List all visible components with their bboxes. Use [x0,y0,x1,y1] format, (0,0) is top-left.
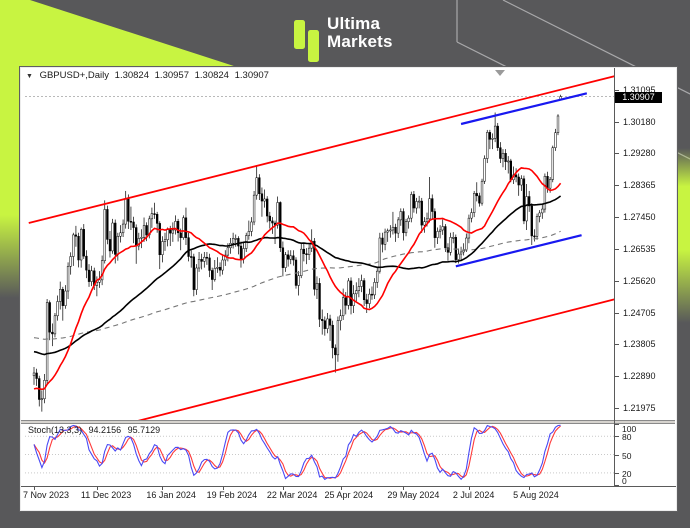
chart-symbol-timeframe: GBPUSD+,Daily [39,70,110,81]
stoch-axis-label: 100 [622,424,637,434]
price-axis-label: 1.27450 [623,212,656,223]
time-axis-label: 5 Aug 2024 [513,490,559,500]
price-axis-label: 1.30180 [623,116,656,127]
time-axis[interactable]: 7 Nov 2023 11 Dec 2023 16 Jan 2024 19 Feb 2… [21,487,676,505]
ohlc-high: 1.30957 [154,70,189,81]
axis-separator-line [614,68,615,486]
time-axis-label: 29 May 2024 [387,490,440,500]
price-axis-tick [615,185,619,187]
chart-shift-marker-icon[interactable] [495,70,505,76]
price-axis-label: 1.22890 [623,371,656,382]
price-axis-tick [615,217,619,219]
ma-long-gray [33,230,561,340]
channel-lower-red[interactable] [113,298,614,420]
price-axis-label: 1.24705 [623,307,656,318]
logo-icon [292,13,324,63]
time-axis-label: 7 Nov 2023 [23,490,70,500]
time-axis-tick [403,487,405,490]
price-axis-label: 1.25620 [623,275,656,286]
stoch-axis-tick [615,454,619,456]
time-axis-tick [222,487,224,490]
time-axis-tick [34,487,35,490]
time-axis-tick [96,487,98,490]
price-axis-tick [615,90,619,91]
time-axis-tick [529,487,531,490]
stoch-value-d: 95.7129 [127,425,161,435]
symbol-dropdown-icon[interactable]: ▼ [26,73,33,80]
panel-divider[interactable] [21,420,675,424]
time-axis-label: 2 Jul 2024 [452,490,495,500]
stoch-axis-tick [615,472,619,474]
chart-window: ▼ GBPUSD+,Daily 1.30824 1.30957 1.30824 … [19,66,678,512]
stochastic-scale-axis[interactable]: 100 80 50 20 0 [615,424,675,486]
stoch-axis-tick [615,485,619,486]
price-axis-label: 1.31095 [623,85,656,95]
time-axis-label: 11 Dec 2023 [80,490,132,500]
price-axis-label: 1.21975 [623,403,656,413]
stoch-axis-tick [615,436,619,438]
candles [32,94,562,412]
ma-fast-red [33,167,562,391]
stoch-axis-label: 20 [622,468,632,479]
time-axis-tick [468,487,470,490]
time-axis-tick [340,487,342,490]
price-axis-tick [615,344,619,346]
stochastic-plot[interactable] [25,424,614,486]
ohlc-low: 1.30824 [194,70,229,81]
price-axis-label: 1.26535 [623,244,656,254]
price-axis-label: 1.29280 [623,148,656,159]
logo-text-line2: Markets [327,32,393,51]
time-axis-tick [282,487,284,490]
price-chart-plot[interactable] [25,68,614,420]
ohlc-open: 1.30824 [114,70,149,81]
ma-slow-black [33,195,562,356]
price-axis-tick [615,121,619,123]
trendline-lower-blue[interactable] [455,234,582,268]
logo-text-line1: Ultima [327,14,381,33]
time-axis-label: 19 Feb 2024 [206,490,258,500]
plot-bottom-frame [21,486,676,487]
price-axis-tick [615,280,619,282]
price-axis-tick [615,408,619,409]
time-axis-label: 16 Jan 2024 [146,490,196,500]
stoch-name: Stoch(13,3,3) [28,425,83,435]
stoch-axis-tick [615,424,619,426]
chart-title-bar: ▼ GBPUSD+,Daily 1.30824 1.30957 1.30824 … [26,70,272,81]
stoch-signal-line [33,425,561,479]
price-axis-tick [615,376,619,378]
price-axis[interactable]: 1.30907 1.31095 1.30180 1.29280 1.28365 1.27… [615,68,675,486]
time-axis-tick [162,487,164,490]
stoch-value-k: 94.2156 [88,425,122,435]
stoch-axis-label: 80 [622,432,632,443]
stochastic-label: Stoch(13,3,3) 94.2156 95.7129 [28,425,164,435]
channel-upper-red[interactable] [28,75,614,224]
stoch-main-line [33,424,561,481]
ultima-markets-logo: Ultima Markets [292,13,393,63]
price-axis-label: 1.28365 [623,180,656,191]
trendline-upper-blue[interactable] [460,92,588,126]
stoch-axis-label: 0 [622,476,627,486]
price-axis-tick [615,153,619,155]
price-axis-tick [615,249,619,250]
time-axis-label: 22 Mar 2024 [266,490,318,500]
green-accent-right [676,148,690,323]
price-axis-label: 1.23805 [623,339,656,350]
stoch-axis-label: 50 [622,450,632,461]
ohlc-close: 1.30907 [234,70,269,81]
current-price-tag: 1.30907 [615,91,662,103]
price-axis-tick [615,312,619,314]
time-axis-label: 25 Apr 2024 [324,490,374,500]
